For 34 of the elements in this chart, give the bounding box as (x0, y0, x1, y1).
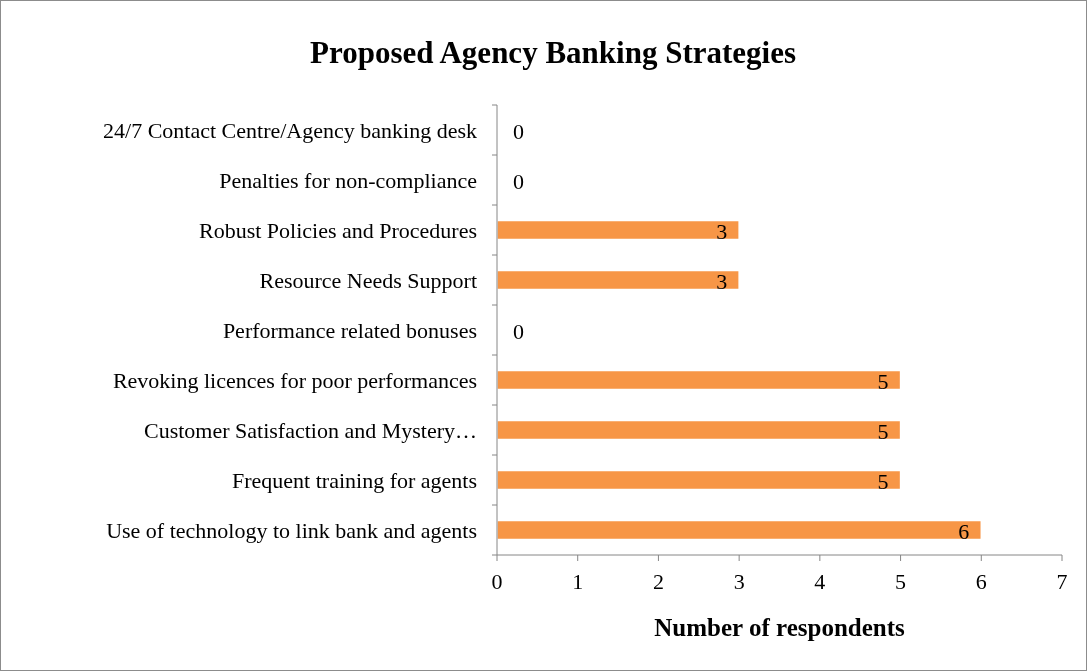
y-tick-label: Customer Satisfaction and Mystery… (143, 417, 477, 443)
bar (496, 519, 983, 541)
bar (496, 419, 902, 441)
data-label: 5 (877, 418, 889, 444)
x-tick-label: 5 (895, 569, 907, 594)
x-tick-label: 2 (652, 569, 664, 594)
chart-title: Proposed Agency Banking Strategies (310, 35, 796, 70)
data-label: 0 (513, 318, 524, 344)
y-tick-label: Robust Policies and Procedures (198, 217, 477, 243)
y-tick-label: Revoking licences for poor performances (112, 367, 477, 393)
x-tick-label: 0 (491, 569, 503, 594)
y-tick-label: Use of technology to link bank and agents (106, 517, 477, 543)
bar (496, 369, 902, 391)
bar (496, 269, 740, 291)
data-label: 3 (716, 218, 728, 244)
x-axis-title: Number of respondents (654, 614, 906, 641)
data-label: 3 (716, 268, 728, 294)
y-tick-label: Resource Needs Support (259, 267, 477, 293)
y-tick-label: Penalties for non-compliance (219, 167, 477, 193)
y-tick-label: Frequent training for agents (232, 467, 477, 493)
x-tick-label: 6 (975, 569, 987, 594)
y-tick-label: 24/7 Contact Centre/Agency banking desk (103, 117, 477, 143)
x-tick-label: 1 (572, 569, 584, 594)
x-tick-label: 7 (1056, 569, 1068, 594)
bar (496, 469, 902, 491)
data-label: 6 (958, 518, 970, 544)
data-label: 5 (877, 368, 889, 394)
data-label: 0 (513, 118, 524, 144)
data-label: 5 (877, 468, 889, 494)
bar (496, 219, 740, 241)
x-tick-label: 3 (733, 569, 745, 594)
data-label: 0 (513, 168, 524, 194)
y-tick-label: Performance related bonuses (222, 317, 477, 343)
x-tick-label: 4 (814, 569, 826, 594)
